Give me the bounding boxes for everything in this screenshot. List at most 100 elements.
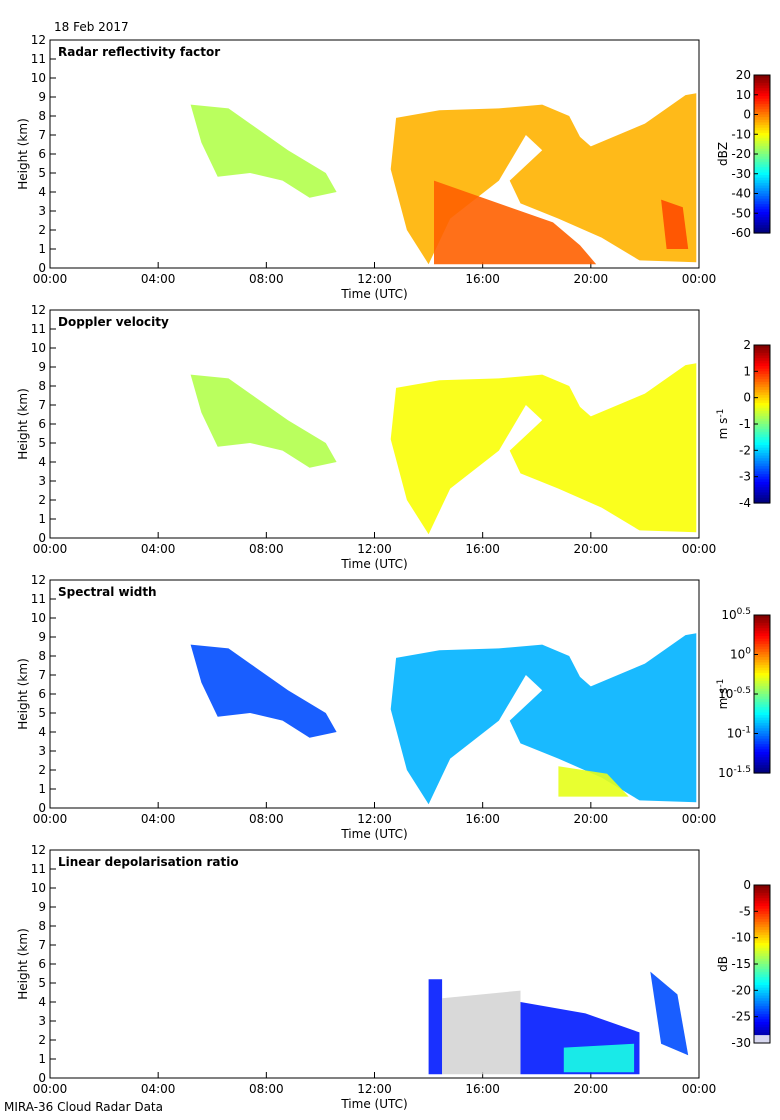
colorbar-step xyxy=(754,111,770,116)
colorbar-step xyxy=(754,911,770,915)
colorbar-step xyxy=(754,709,770,714)
colorbar-step xyxy=(754,1029,770,1034)
data-field xyxy=(190,363,697,535)
colorbar-tick-label: -5 xyxy=(739,904,751,918)
y-tick-label: 11 xyxy=(31,322,46,336)
colorbar-step xyxy=(754,696,770,700)
colorbar-step xyxy=(754,458,770,462)
colorbar-tick-label: -20 xyxy=(731,983,751,997)
cloud-wide xyxy=(558,766,629,797)
y-tick-label: 0 xyxy=(38,531,46,545)
cloud-main xyxy=(390,633,697,805)
colorbar-step xyxy=(754,122,770,126)
colorbar-step xyxy=(754,746,770,750)
colorbar-step xyxy=(754,439,770,444)
colorbar-step xyxy=(754,217,770,221)
colorbar-tick-label: -1 xyxy=(739,417,751,431)
colorbar-step xyxy=(754,177,770,181)
colorbar-step xyxy=(754,895,770,899)
colorbar-step xyxy=(754,903,770,907)
colorbar-tick-label: 2 xyxy=(743,338,751,352)
y-tick-label: 5 xyxy=(38,166,46,180)
colorbar-step xyxy=(754,887,770,891)
y-tick-label: 11 xyxy=(31,862,46,876)
colorbar-step xyxy=(754,101,770,105)
y-tick-label: 8 xyxy=(38,109,46,123)
colorbar-step xyxy=(754,135,770,139)
y-tick-label: 6 xyxy=(38,417,46,431)
colorbar-step xyxy=(754,736,770,740)
colorbar-step xyxy=(754,636,770,640)
x-tick-label: 08:00 xyxy=(249,1082,284,1096)
colorbar-step xyxy=(754,712,770,716)
colorbar-step xyxy=(754,615,770,619)
colorbar-tick-label: -25 xyxy=(731,1010,751,1024)
colorbar-step xyxy=(754,103,770,108)
colorbar-step xyxy=(754,159,770,163)
colorbar-step xyxy=(754,767,770,771)
colorbar-step xyxy=(754,452,770,457)
colorbar-step xyxy=(754,633,770,637)
x-tick-label: 16:00 xyxy=(465,272,500,286)
panel-title: Spectral width xyxy=(58,585,157,599)
colorbar-step xyxy=(754,416,770,420)
colorbar-step xyxy=(754,927,770,931)
colorbar-step xyxy=(754,408,770,412)
x-tick-label: 04:00 xyxy=(141,1082,176,1096)
colorbar-step xyxy=(754,161,770,166)
colorbar-step xyxy=(754,117,770,121)
colorbar-step xyxy=(754,164,770,168)
y-tick-label: 4 xyxy=(38,185,46,199)
colorbar-step xyxy=(754,345,770,349)
colorbar-step xyxy=(754,898,770,902)
data-field xyxy=(428,971,689,1075)
colorbar-step xyxy=(754,890,770,894)
colorbar-step xyxy=(754,659,770,663)
colorbar-step xyxy=(754,497,770,501)
colorbar-step xyxy=(754,481,770,486)
colorbar-step xyxy=(754,929,770,933)
y-tick-label: 0 xyxy=(38,1071,46,1085)
colorbar-tick-label: -4 xyxy=(739,496,751,510)
colorbar-tick-label: -30 xyxy=(731,1036,751,1050)
colorbar-step xyxy=(754,201,770,205)
colorbar-step xyxy=(754,146,770,150)
colorbar-step xyxy=(754,175,770,179)
colorbar-step xyxy=(754,188,770,192)
colorbar-step xyxy=(754,683,770,687)
colorbar-label: m s-1 xyxy=(716,679,730,710)
x-tick-label: 20:00 xyxy=(574,272,609,286)
y-tick-label: 10 xyxy=(31,341,46,355)
x-tick-label: 12:00 xyxy=(357,812,392,826)
colorbar-step xyxy=(754,206,770,210)
colorbar-step xyxy=(754,995,770,999)
colorbar-step xyxy=(754,913,770,918)
colorbar-step xyxy=(754,662,770,666)
cloud-cirrus-early xyxy=(190,644,337,738)
colorbar-step xyxy=(754,180,770,184)
x-tick-label: 00:00 xyxy=(682,272,717,286)
y-tick-label: 10 xyxy=(31,881,46,895)
colorbar-step xyxy=(754,720,770,724)
figure-date: 18 Feb 2017 xyxy=(54,20,129,34)
colorbar-step xyxy=(754,198,770,202)
y-tick-label: 7 xyxy=(38,128,46,142)
colorbar-step xyxy=(754,154,770,158)
colorbar: 0 -5 -10 -15 -20 -25 -30 dB xyxy=(716,878,771,1050)
colorbar-step xyxy=(754,185,770,189)
colorbar-step xyxy=(754,948,770,952)
colorbar-step xyxy=(754,484,770,488)
colorbar-step xyxy=(754,1019,770,1023)
data-field xyxy=(190,93,697,265)
colorbar-step xyxy=(754,489,770,494)
colorbar-step xyxy=(754,940,770,944)
colorbar-step xyxy=(754,426,770,430)
colorbar-step xyxy=(754,971,770,976)
colorbar-tick-label: 0 xyxy=(743,878,751,892)
colorbar-step xyxy=(754,373,770,378)
colorbar-step xyxy=(754,704,770,708)
colorbar-step xyxy=(754,397,770,401)
cloud-main xyxy=(390,93,697,265)
